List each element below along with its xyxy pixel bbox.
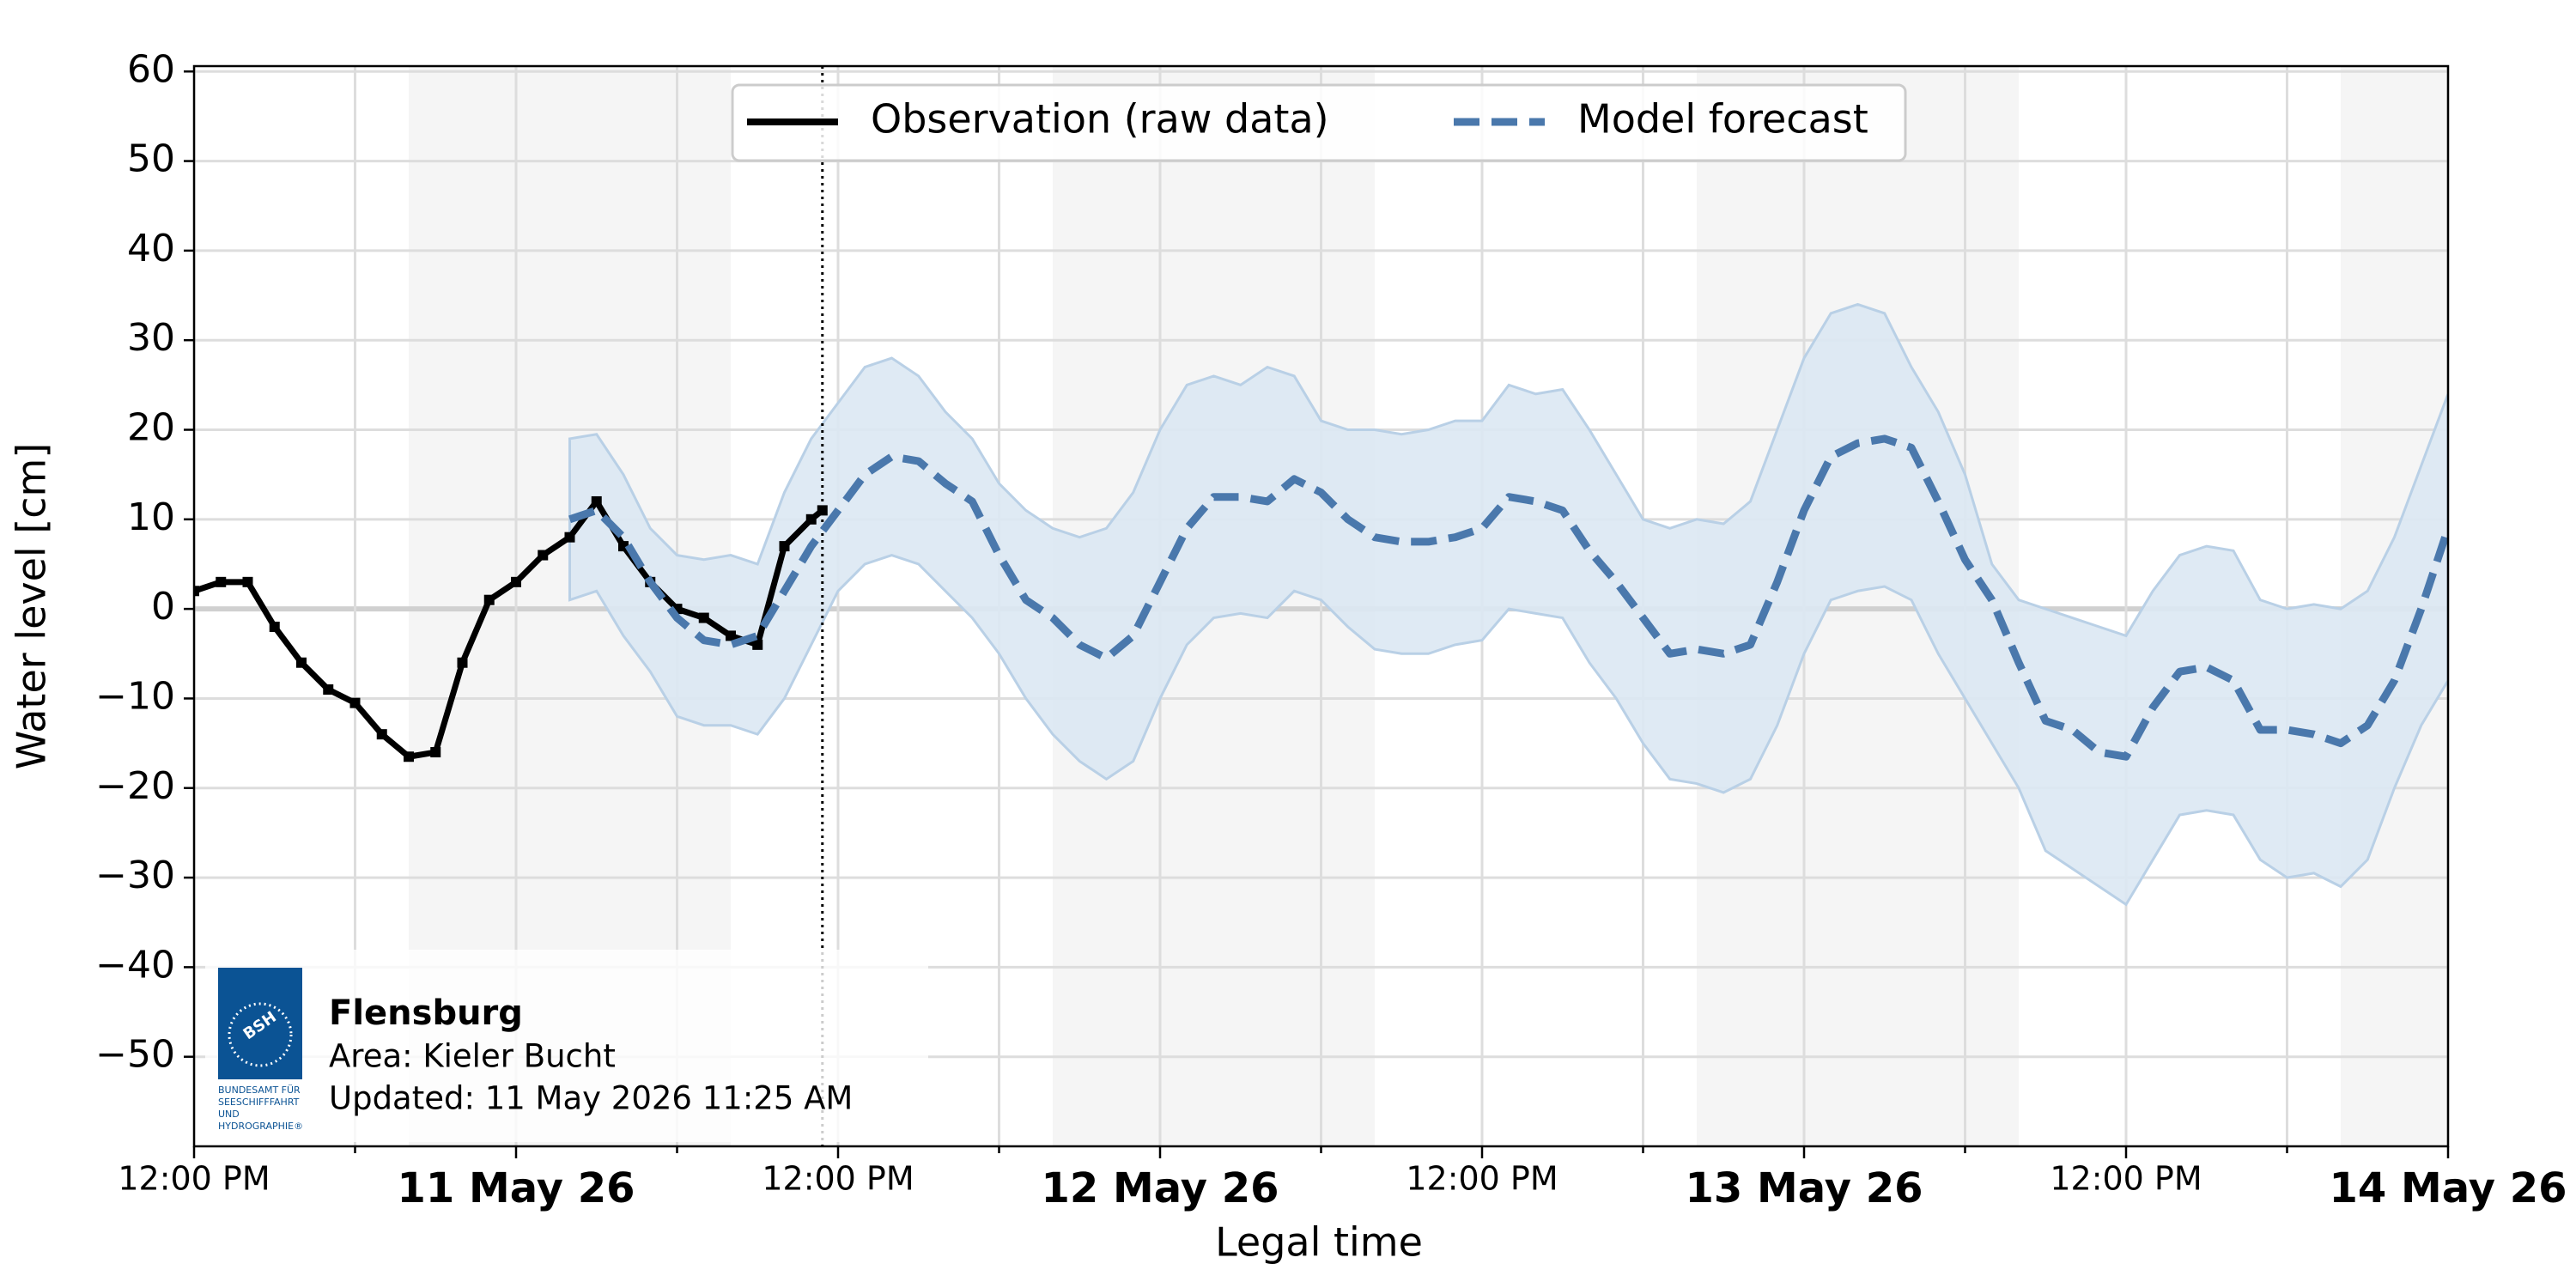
area: Area: Kieler Bucht	[329, 1038, 616, 1075]
forecast-range	[568, 302, 2448, 907]
y-tick-label: 30	[127, 316, 175, 360]
logo-caption: HYDROGRAPHIE®	[218, 1121, 303, 1132]
series-marker	[564, 532, 575, 543]
x-tick-label: 12:00 PM	[762, 1160, 914, 1198]
y-tick-label: −20	[95, 764, 175, 808]
series-marker	[404, 751, 414, 762]
series-marker	[242, 576, 253, 587]
updated: Updated: 11 May 2026 11:25 AM	[329, 1080, 853, 1117]
plot-frame	[192, 64, 2450, 1148]
series-marker	[698, 612, 709, 623]
series-marker	[269, 621, 280, 632]
overlay: −50 −40 −30 −20 −10 0 10 20 30 40 50 60 12:00 PM 12:0…	[95, 47, 2567, 1212]
series-marker	[752, 639, 763, 650]
logo-caption: BUNDESAMT FÜR	[218, 1084, 301, 1096]
x-tick-label: 14 May 26	[2330, 1164, 2567, 1212]
y-axis-label: Water level [cm]	[9, 443, 55, 770]
series-marker	[323, 684, 334, 696]
y-tick-label: 40	[127, 227, 175, 270]
series-marker	[483, 594, 495, 605]
series-marker	[779, 541, 790, 552]
series-marker	[805, 513, 817, 525]
info-box	[205, 950, 928, 1142]
y-tick-label: −40	[95, 943, 175, 987]
x-tick-label: 12:00 PM	[1406, 1160, 1558, 1198]
logo-ring	[228, 1002, 293, 1067]
series-marker	[457, 657, 468, 668]
series-marker	[376, 729, 387, 740]
x-tick-label: 11 May 26	[398, 1164, 635, 1212]
series-marker	[726, 630, 736, 641]
x-tick-label: 13 May 26	[1686, 1164, 1923, 1212]
logo-caption: SEESCHIFFFAHRT	[218, 1097, 300, 1108]
y-tick-label: 20	[127, 406, 175, 450]
legend-label: Observation (raw data)	[871, 96, 1329, 143]
series-marker	[216, 576, 227, 587]
x-axis-label: Legal time	[1215, 1219, 1423, 1266]
series-marker	[349, 697, 361, 708]
y-tick-label: 0	[151, 585, 175, 629]
series-marker	[430, 747, 441, 758]
plot-area	[194, 66, 2448, 1146]
y-tick-label: 60	[127, 47, 175, 91]
x-tick-label: 12:00 PM	[2050, 1160, 2202, 1198]
y-tick-label: −10	[95, 674, 175, 718]
series-marker	[194, 586, 199, 597]
logo-caption: UND	[218, 1109, 240, 1120]
legend-box	[731, 83, 1907, 162]
station-name: Flensburg	[329, 993, 523, 1033]
y-tick-label: 50	[127, 137, 175, 181]
legend-label: Model forecast	[1577, 96, 1868, 143]
series-marker	[296, 657, 307, 668]
series-marker	[511, 576, 521, 587]
x-tick-label: 12:00 PM	[118, 1160, 270, 1198]
y-tick-label: −50	[95, 1033, 175, 1077]
y-tick-label: −30	[95, 854, 175, 897]
y-tick-label: 10	[127, 495, 175, 539]
series-marker	[591, 495, 602, 507]
series-marker	[538, 550, 549, 561]
series-line	[568, 434, 2448, 761]
series-marker	[817, 505, 828, 516]
x-tick-label: 12 May 26	[1042, 1164, 1279, 1212]
